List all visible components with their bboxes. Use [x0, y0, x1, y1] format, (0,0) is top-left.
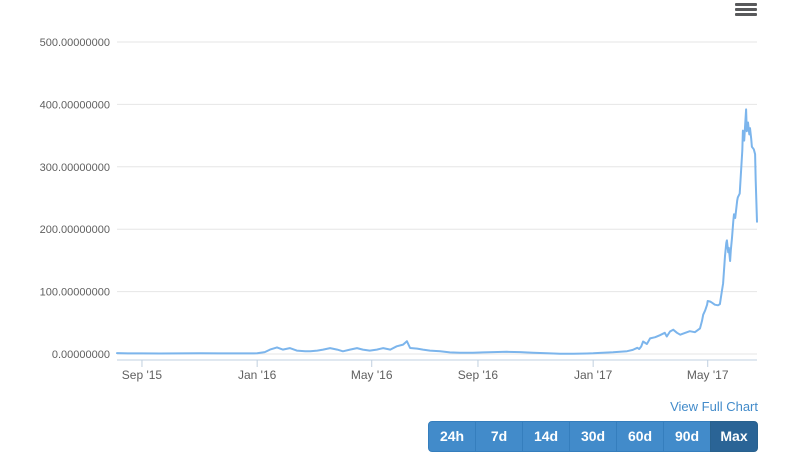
- y-axis-label: 0.00000000: [52, 349, 110, 361]
- price-chart[interactable]: 0.00000000 100.00000000 200.00000000 300.00…: [0, 0, 788, 395]
- menu-bar: [735, 8, 757, 11]
- price-line-series: [116, 108, 758, 355]
- y-axis-label: 300.00000000: [40, 162, 110, 174]
- y-axis-label: 500.00000000: [40, 37, 110, 49]
- menu-bar: [735, 13, 757, 16]
- y-axis-label: 100.00000000: [40, 287, 110, 299]
- x-axis-label: Jan '16: [238, 368, 277, 382]
- x-axis-label: Jan '17: [574, 368, 613, 382]
- range-button-7d[interactable]: 7d: [475, 421, 523, 452]
- y-axis-label: 400.00000000: [40, 99, 110, 111]
- range-button-30d[interactable]: 30d: [569, 421, 617, 452]
- range-button-24h[interactable]: 24h: [428, 421, 476, 452]
- hamburger-menu-icon[interactable]: [735, 3, 757, 16]
- menu-bar: [735, 3, 757, 6]
- x-axis-label: Sep '16: [458, 368, 499, 382]
- x-axis-label: Sep '15: [122, 368, 163, 382]
- y-axis-label: 200.00000000: [40, 224, 110, 236]
- x-axis-label: May '16: [351, 368, 393, 382]
- range-button-14d[interactable]: 14d: [522, 421, 570, 452]
- range-button-max[interactable]: Max: [710, 421, 758, 452]
- view-full-chart-link[interactable]: View Full Chart: [670, 399, 758, 414]
- range-button-90d[interactable]: 90d: [663, 421, 711, 452]
- x-axis-label: May '17: [687, 368, 729, 382]
- range-button-60d[interactable]: 60d: [616, 421, 664, 452]
- time-range-button-group: 24h 7d 14d 30d 60d 90d Max: [428, 421, 758, 452]
